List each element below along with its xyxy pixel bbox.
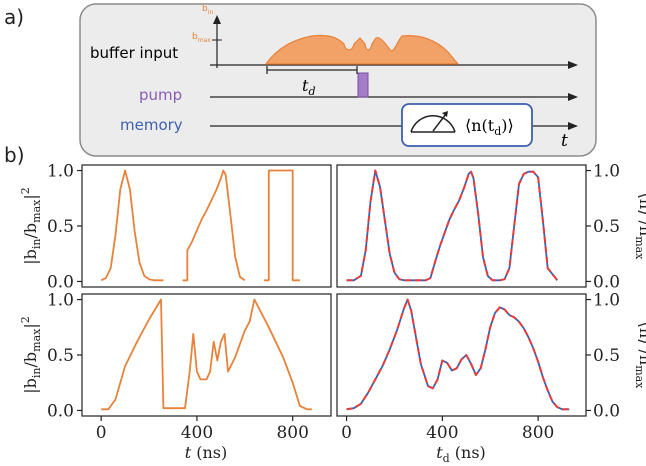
y-tick-label: 1.0	[593, 291, 620, 311]
y-tick-label: 1.0	[593, 162, 620, 182]
time-label: t	[561, 131, 568, 151]
y-tick-label: 0.5	[593, 346, 620, 366]
panel-label-a: a)	[4, 5, 24, 29]
chart-top-left: 0.0 0.5 1.0	[47, 162, 300, 292]
x-tick-label: 800	[522, 423, 554, 443]
x-label-left: t (ns)	[185, 443, 228, 462]
panel-label-b: b)	[4, 143, 25, 167]
buffer-arrow-icon	[568, 61, 578, 69]
series-line-0	[346, 169, 559, 282]
x-tick-label: 0	[96, 423, 107, 443]
series-line-1	[182, 169, 246, 282]
y-label-right-bottom: ⟨n⟩ /nmax	[633, 322, 646, 390]
meter-icon	[410, 115, 456, 133]
memory-label: memory	[120, 116, 183, 134]
pump-arrow-icon	[568, 93, 578, 101]
frame-bottom-left	[81, 293, 332, 417]
y-tick-label: 1.0	[47, 162, 74, 182]
series-line-1	[346, 298, 570, 411]
buffer-input-label: buffer input	[90, 44, 178, 62]
series-line-2	[264, 169, 300, 282]
chart-marks: 0.00.51.00.00.51.00.00.51.00 400 8000.00.5…	[47, 162, 620, 443]
x-tick-label: 0	[341, 423, 352, 443]
y-tick-label: 0.5	[47, 346, 74, 366]
y-tick-label: 1.0	[47, 291, 74, 311]
chart-bottom-left: 0.0 0.5 1.0 0 400 800	[47, 291, 312, 443]
pump-label: pump	[139, 86, 182, 104]
chart-top-right: 0.0 0.5 1.0	[346, 162, 620, 292]
schematic: bin bmax buffer input td pump memory t ⟨…	[79, 3, 597, 157]
y-label-right-top: ⟨n⟩ /nmax	[633, 193, 646, 261]
frame-bottom-right	[336, 293, 587, 417]
series-line-0	[100, 169, 164, 282]
buffer-pulse	[264, 34, 460, 65]
b-axis-arrow-icon	[213, 15, 221, 24]
x-tick-label: 400	[426, 423, 458, 443]
meter-needle-icon	[432, 113, 447, 132]
b-max-label: bmax	[192, 32, 211, 44]
readout-label: ⟨n(td)⟩	[465, 116, 514, 138]
y-tick-label: 0.5	[47, 217, 74, 237]
y-label-left-bottom: |bin/bmax|2	[19, 316, 43, 393]
memory-arrow-icon	[568, 122, 578, 130]
series-line-0	[346, 298, 570, 411]
series-line-1	[346, 169, 559, 282]
y-tick-label: 0.0	[593, 272, 620, 292]
pump-pulse	[357, 72, 369, 98]
b-in-label: bin	[202, 4, 213, 16]
td-label: td	[302, 76, 315, 98]
frame-top-left	[81, 164, 332, 288]
chart-bottom-right: 0.0 0.5 1.0 0 400 800	[341, 291, 620, 443]
y-tick-label: 0.0	[593, 401, 620, 421]
series-line-0	[101, 298, 312, 411]
x-label-right: td (ns)	[436, 443, 486, 465]
x-tick-label: 800	[276, 423, 308, 443]
y-label-left-top: |bin/bmax|2	[19, 187, 43, 264]
y-tick-label: 0.0	[47, 272, 74, 292]
panel-b	[81, 164, 587, 417]
readout-box	[401, 103, 533, 147]
x-tick-label: 400	[181, 423, 213, 443]
y-tick-label: 0.0	[47, 401, 74, 421]
y-tick-label: 0.5	[593, 217, 620, 237]
